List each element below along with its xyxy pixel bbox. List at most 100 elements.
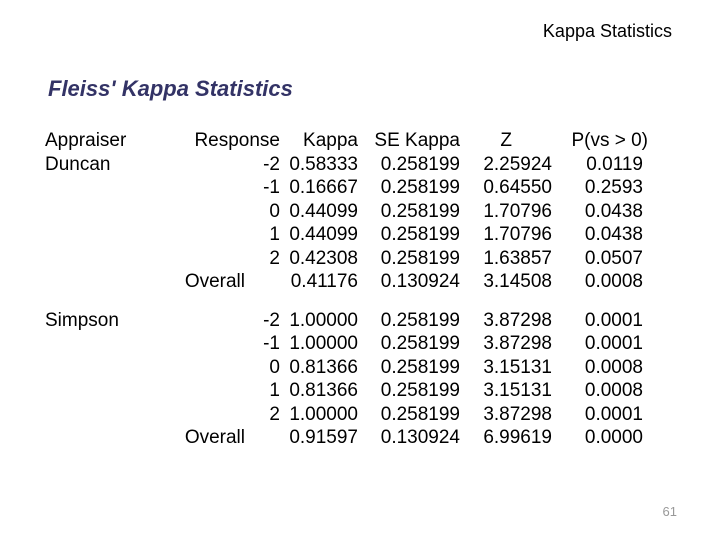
table-header-row: Appraiser Response Kappa SE Kappa Z P(vs… [45,129,648,153]
kappa-cell: 0.44099 [289,224,358,245]
table-row: 0 0.81366 0.258199 3.15131 0.0008 [45,356,643,380]
z-cell: 3.87298 [483,403,552,425]
table-row-overall: Overall 0.91597 0.130924 6.99619 0.0000 [45,426,643,450]
section-duncan: Duncan -2 0.58333 0.258199 2.25924 0.011… [45,153,643,309]
response-cell: -1 [263,333,280,354]
column-header-appraiser: Appraiser [45,130,127,151]
response-cell: 2 [269,247,280,269]
se-kappa-cell: 0.130924 [380,271,460,292]
column-header-se-kappa: SE Kappa [374,130,460,151]
section-spacer [45,294,643,309]
z-cell: 3.87298 [483,333,552,354]
kappa-cell: 0.42308 [289,247,358,269]
kappa-cell: 1.00000 [289,403,358,425]
kappa-cell: 0.44099 [289,200,358,222]
p-cell: 0.0507 [584,247,643,269]
page-number: 61 [662,504,677,519]
z-cell: 6.99619 [483,427,552,448]
running-header: Kappa Statistics [542,21,672,41]
table-row-overall: Overall 0.41176 0.130924 3.14508 0.0008 [45,270,643,294]
p-cell: 0.0008 [584,271,643,292]
appraiser-cell: Simpson [45,309,119,331]
response-cell: 1 [269,224,280,245]
table-row: 1 0.44099 0.258199 1.70796 0.0438 [45,223,643,247]
z-cell: 2.25924 [483,153,552,175]
response-cell: -1 [263,177,280,198]
table-row: 0 0.44099 0.258199 1.70796 0.0438 [45,200,643,224]
se-kappa-cell: 0.258199 [380,380,460,401]
se-kappa-cell: 0.258199 [380,403,460,425]
kappa-cell: 0.91597 [289,427,358,448]
p-cell: 0.0008 [584,380,643,401]
z-cell: 3.14508 [483,271,552,292]
appraiser-cell [45,356,155,380]
se-kappa-cell: 0.258199 [380,153,460,175]
table-row: Duncan -2 0.58333 0.258199 2.25924 0.011… [45,153,643,177]
z-cell: 1.63857 [483,247,552,269]
column-header-kappa: Kappa [303,130,358,151]
column-header-z-label: Z [500,130,512,151]
p-cell: 0.0000 [584,427,643,448]
kappa-cell: 0.58333 [289,153,358,175]
column-header-p-label: P(vs > 0) [571,130,648,151]
appraiser-cell [45,403,155,427]
kappa-statistics-table: Appraiser Response Kappa SE Kappa Z P(vs… [45,129,648,450]
se-kappa-cell: 0.258199 [380,200,460,222]
page-title: Fleiss' Kappa Statistics [48,76,293,101]
appraiser-cell [45,223,155,247]
z-cell: 1.70796 [483,224,552,245]
se-kappa-cell: 0.258199 [380,356,460,378]
se-kappa-cell: 0.258199 [380,309,460,331]
appraiser-cell [45,200,155,224]
response-cell: Overall [184,427,245,448]
kappa-cell: 0.16667 [289,177,358,198]
se-kappa-cell: 0.258199 [380,333,460,354]
response-cell: 2 [269,403,280,425]
kappa-cell: 0.81366 [289,356,358,378]
section-simpson: Simpson -2 1.00000 0.258199 3.87298 0.00… [45,309,643,450]
table-row: Simpson -2 1.00000 0.258199 3.87298 0.00… [45,309,643,333]
appraiser-cell [45,379,155,403]
p-cell: 0.0119 [586,153,643,175]
kappa-cell: 1.00000 [289,309,358,331]
appraiser-cell [45,176,155,200]
appraiser-cell [45,247,155,271]
se-kappa-cell: 0.258199 [380,224,460,245]
z-cell: 3.15131 [483,380,552,401]
z-cell: 3.15131 [483,356,552,378]
response-cell: -2 [263,153,280,175]
table-row: 1 0.81366 0.258199 3.15131 0.0008 [45,379,643,403]
response-cell: 0 [269,200,280,222]
se-kappa-cell: 0.258199 [380,247,460,269]
p-cell: 0.2593 [584,177,643,198]
p-cell: 0.0001 [584,333,643,354]
table-row: -1 0.16667 0.258199 0.64550 0.2593 [45,176,643,200]
p-cell: 0.0001 [584,403,643,425]
z-cell: 0.64550 [483,177,552,198]
table-row: 2 0.42308 0.258199 1.63857 0.0507 [45,247,643,271]
se-kappa-cell: 0.258199 [380,177,460,198]
kappa-cell: 0.81366 [289,380,358,401]
response-cell: 0 [269,356,280,378]
appraiser-cell [45,270,155,294]
table-row: -1 1.00000 0.258199 3.87298 0.0001 [45,332,643,356]
column-header-p: P(vs > 0) [552,129,648,153]
column-header-response: Response [194,130,280,151]
appraiser-cell: Duncan [45,153,111,175]
z-cell: 1.70796 [483,200,552,222]
response-cell: -2 [263,309,280,331]
kappa-cell: 0.41176 [290,271,358,292]
appraiser-cell [45,332,155,356]
column-header-z: Z [460,129,552,153]
response-cell: Overall [184,271,245,292]
p-cell: 0.0438 [584,224,643,245]
z-cell: 3.87298 [483,309,552,331]
response-cell: 1 [269,380,280,401]
kappa-cell: 1.00000 [289,333,358,354]
p-cell: 0.0438 [584,200,643,222]
p-cell: 0.0008 [584,356,643,378]
se-kappa-cell: 0.130924 [380,427,460,448]
appraiser-cell [45,426,155,450]
table-row: 2 1.00000 0.258199 3.87298 0.0001 [45,403,643,427]
p-cell: 0.0001 [584,309,643,331]
